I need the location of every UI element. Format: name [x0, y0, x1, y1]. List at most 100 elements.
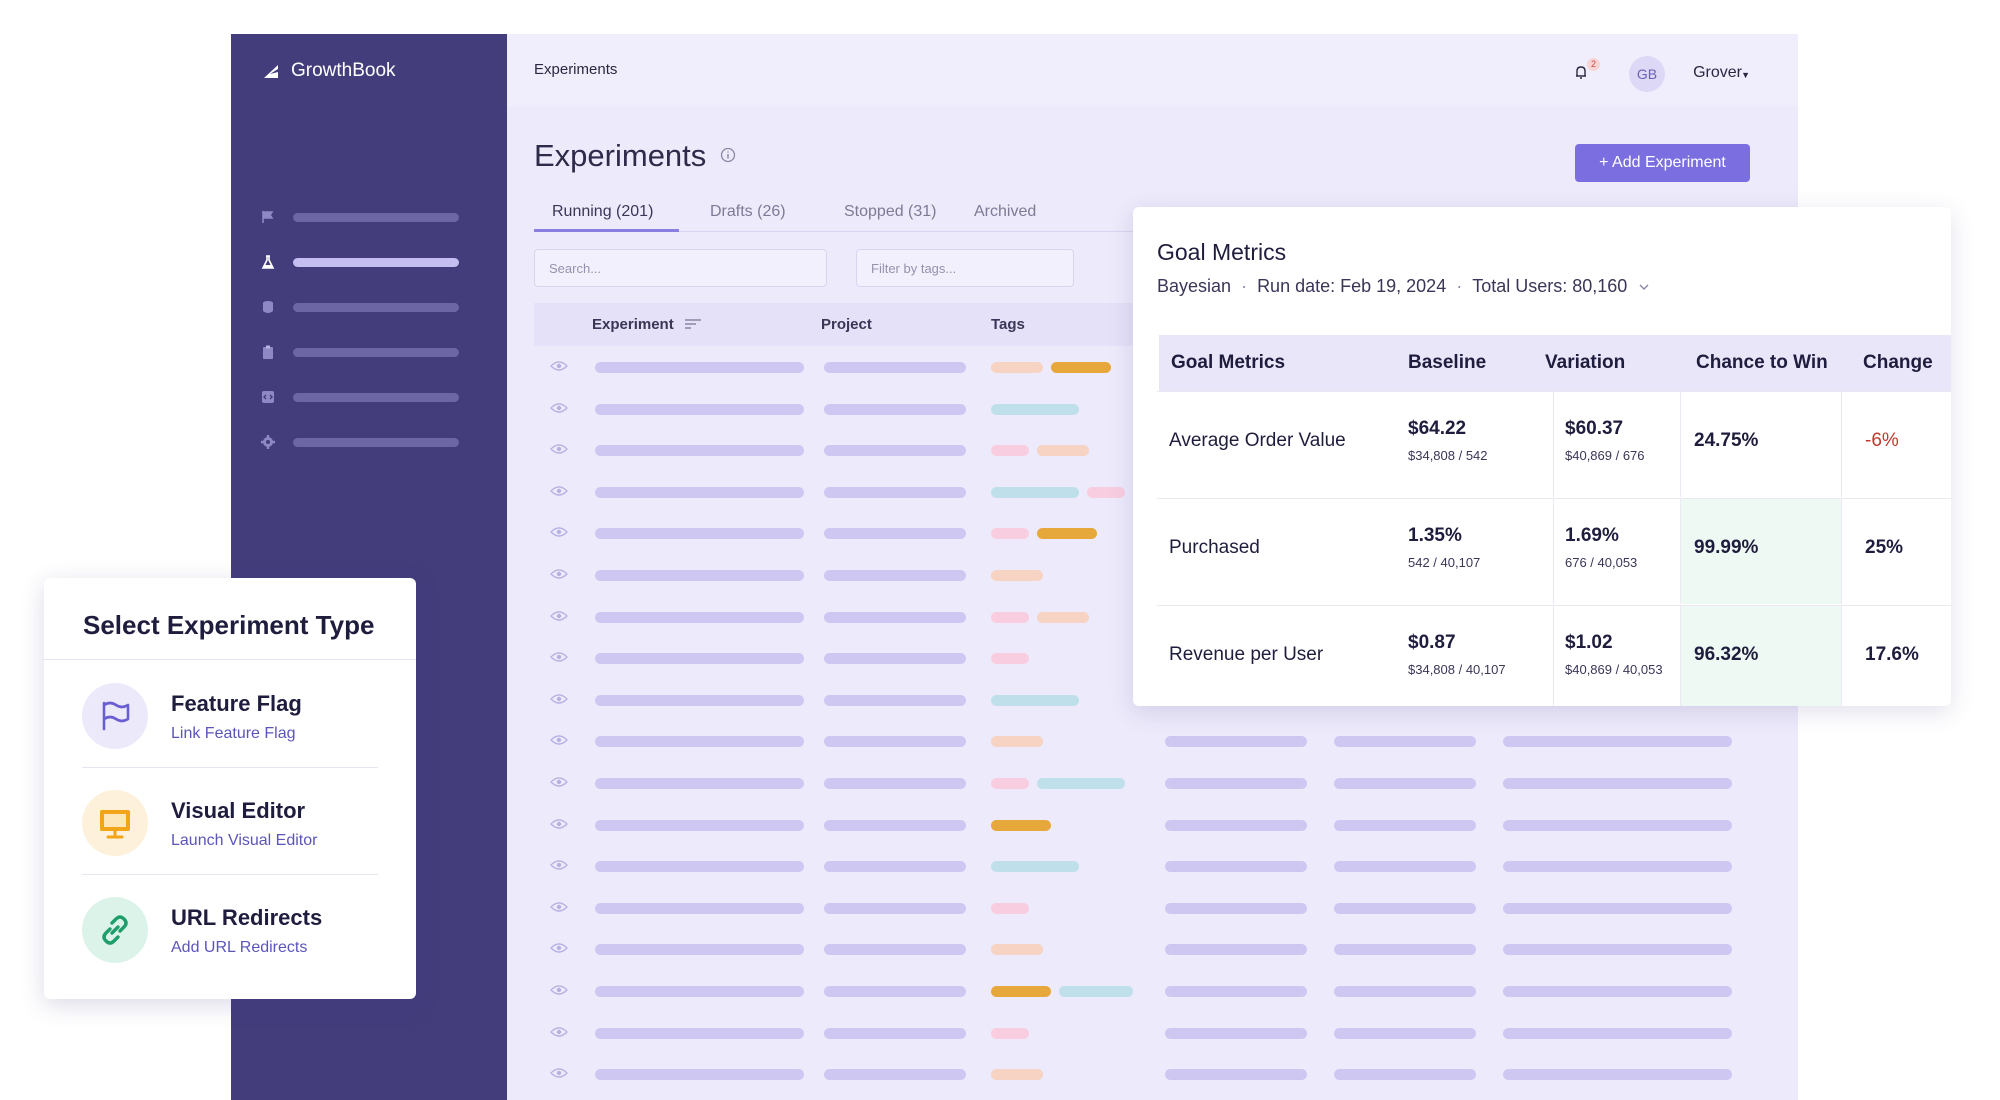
chevron-down-icon[interactable]: ▼	[1741, 70, 1750, 80]
breadcrumb[interactable]: Experiments	[534, 61, 618, 78]
eye-icon[interactable]	[550, 776, 568, 788]
table-row[interactable]	[534, 637, 1798, 678]
sidebar-item-label	[293, 392, 459, 402]
column-placeholder	[1503, 861, 1732, 873]
eye-icon[interactable]	[550, 651, 568, 663]
table-row[interactable]	[534, 388, 1798, 429]
eye-icon[interactable]	[550, 610, 568, 622]
divider	[82, 874, 378, 875]
tab-running[interactable]: Running (201)	[552, 203, 654, 220]
table-row[interactable]	[534, 887, 1798, 928]
flag-icon	[102, 701, 130, 731]
table-row[interactable]	[534, 1053, 1798, 1094]
table-row[interactable]	[534, 1012, 1798, 1053]
table-row[interactable]	[534, 471, 1798, 512]
eye-icon[interactable]	[550, 526, 568, 538]
bell-icon[interactable]	[1573, 64, 1589, 80]
eye-icon[interactable]	[550, 859, 568, 871]
sidebar-item-data[interactable]	[261, 297, 481, 317]
table-row[interactable]	[534, 720, 1798, 761]
tag-pill	[991, 1027, 1029, 1039]
goal-metric-row[interactable]: Revenue per User $0.87 $34,808 / 40,107 $1.…	[1157, 605, 1951, 706]
eye-icon[interactable]	[550, 901, 568, 913]
goal-metrics-header: Goal Metrics Baseline Variation Chance t…	[1159, 335, 1951, 391]
database-icon	[263, 301, 273, 313]
baseline-value: $64.22	[1408, 418, 1467, 439]
tab-stopped[interactable]: Stopped (31)	[844, 203, 937, 220]
table-row[interactable]	[534, 596, 1798, 637]
experiment-type-title: Select Experiment Type	[83, 610, 375, 640]
eye-icon[interactable]	[550, 1026, 568, 1038]
header-variation: Variation	[1545, 352, 1626, 373]
tag-pill	[991, 1069, 1043, 1081]
eye-icon[interactable]	[550, 1067, 568, 1079]
project-placeholder	[824, 736, 966, 748]
option-url-redirects[interactable]: URL Redirects Add URL Redirects	[82, 875, 378, 982]
eye-icon[interactable]	[550, 568, 568, 580]
sidebar-item-experiments[interactable]	[261, 252, 481, 272]
column-placeholder	[1165, 778, 1307, 789]
logo[interactable]: GrowthBook	[261, 60, 396, 82]
variation-detail: $40,869 / 40,053	[1565, 662, 1663, 677]
table-row[interactable]	[534, 804, 1798, 845]
eye-icon[interactable]	[550, 734, 568, 746]
tag-pill	[991, 570, 1043, 581]
table-row[interactable]	[534, 429, 1798, 470]
sidebar-item-sdk[interactable]	[261, 387, 481, 407]
column-header-project[interactable]: Project	[821, 316, 872, 333]
link-feature-flag[interactable]: Link Feature Flag	[171, 725, 296, 742]
project-placeholder	[824, 819, 966, 831]
tag-filter-input[interactable]: Filter by tags...	[856, 249, 1074, 287]
link-visual-editor[interactable]: Launch Visual Editor	[171, 832, 318, 849]
tag-pill	[991, 653, 1029, 665]
goal-metric-row[interactable]: Average Order Value $64.22 $34,808 / 542 $6…	[1157, 391, 1951, 497]
table-row[interactable]	[534, 845, 1798, 886]
sort-icon[interactable]	[684, 317, 702, 331]
table-row[interactable]	[534, 762, 1798, 803]
chevron-down-icon[interactable]	[1637, 280, 1651, 294]
user-menu-name[interactable]: Grover	[1693, 64, 1742, 81]
baseline-value: 1.35%	[1408, 525, 1462, 546]
eye-icon[interactable]	[550, 443, 568, 455]
sidebar-item-reports[interactable]	[261, 342, 481, 362]
option-feature-flag[interactable]: Feature Flag Link Feature Flag	[82, 661, 378, 768]
column-placeholder	[1503, 778, 1732, 789]
table-row[interactable]	[534, 679, 1798, 720]
eye-icon[interactable]	[550, 818, 568, 830]
goal-metric-row[interactable]: Purchased 1.35% 542 / 40,107 1.69% 676 / 40,…	[1157, 498, 1951, 604]
sidebar-item-features[interactable]	[261, 207, 481, 227]
tab-archived[interactable]: Archived	[974, 203, 1037, 220]
info-icon[interactable]	[720, 147, 736, 163]
eye-icon[interactable]	[550, 942, 568, 954]
add-experiment-button[interactable]: + Add Experiment	[1575, 144, 1750, 182]
eye-icon[interactable]	[550, 693, 568, 705]
column-placeholder	[1165, 1069, 1307, 1081]
tag-pill	[1051, 362, 1111, 373]
search-input[interactable]: Search...	[534, 249, 827, 287]
sidebar-item-settings[interactable]	[261, 432, 481, 452]
column-header-tags[interactable]: Tags	[991, 316, 1025, 333]
table-row[interactable]	[534, 554, 1798, 595]
top-bar: Experiments 2 GB Grover ▼	[507, 34, 1798, 106]
eye-icon[interactable]	[550, 360, 568, 372]
link-url-redirects[interactable]: Add URL Redirects	[171, 939, 308, 956]
avatar[interactable]: GB	[1629, 56, 1665, 92]
column-placeholder	[1503, 1069, 1732, 1081]
eye-icon[interactable]	[550, 984, 568, 996]
column-header-experiment[interactable]: Experiment	[592, 316, 674, 333]
option-visual-editor[interactable]: Visual Editor Launch Visual Editor	[82, 768, 378, 875]
project-placeholder	[824, 611, 966, 623]
eye-icon[interactable]	[550, 485, 568, 497]
table-row[interactable]	[534, 970, 1798, 1011]
project-placeholder	[824, 528, 966, 540]
column-placeholder	[1334, 1027, 1476, 1039]
feature-flag-icon-badge	[82, 683, 148, 749]
column-divider	[1553, 499, 1554, 604]
option-title: URL Redirects	[171, 905, 323, 930]
experiment-name-placeholder	[595, 902, 804, 914]
table-row[interactable]	[534, 346, 1798, 387]
table-row[interactable]	[534, 512, 1798, 553]
table-row[interactable]	[534, 928, 1798, 969]
tab-drafts[interactable]: Drafts (26)	[710, 203, 786, 220]
eye-icon[interactable]	[550, 402, 568, 414]
